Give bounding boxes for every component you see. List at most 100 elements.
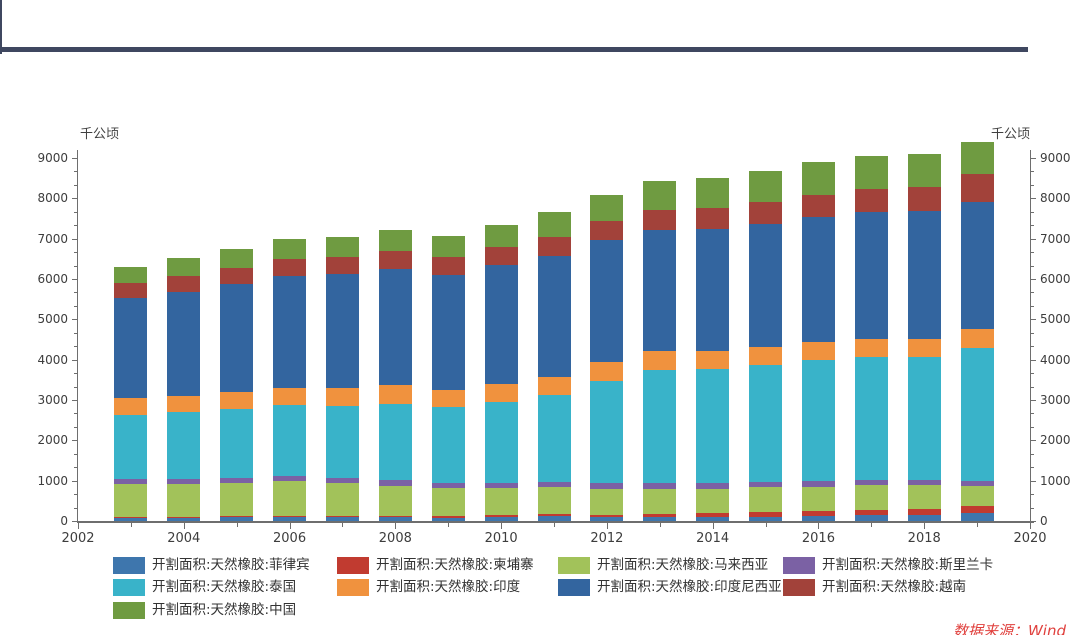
legend-swatch (113, 556, 145, 574)
bar-segment (114, 484, 148, 517)
bar-segment (431, 256, 465, 275)
x-tick (342, 523, 344, 527)
x-tick (554, 523, 555, 527)
y-tick-left (72, 238, 78, 240)
legend-label: 开割面积:天然橡胶:斯里兰卡 (822, 556, 994, 573)
bar-segment (431, 407, 465, 483)
bar-segment (590, 517, 624, 521)
bar-segment (484, 264, 518, 384)
bar-segment (749, 170, 783, 203)
bar-2016 (801, 161, 835, 521)
bar-segment (114, 414, 148, 480)
y-minor-tick-right (1030, 252, 1034, 254)
legend-label: 开割面积:天然橡胶:泰国 (152, 579, 297, 595)
bar-segment (801, 510, 835, 516)
bar-segment (484, 224, 518, 247)
bar-segment (960, 329, 994, 348)
x-axis-label: 2008 (378, 531, 412, 546)
bar-segment (907, 509, 941, 515)
bar-segment (801, 194, 835, 218)
y-tick-left (72, 440, 78, 442)
bar-2010 (484, 224, 518, 521)
bar-segment (907, 210, 941, 340)
bar-segment (749, 346, 783, 366)
y-minor-tick-right (1030, 386, 1034, 388)
y-axis-label-left: 5000 (37, 312, 68, 327)
bar-segment (960, 480, 994, 486)
bar-segment (431, 389, 465, 408)
bar-segment (643, 517, 677, 521)
y-axis-label-left: 0 (60, 514, 68, 528)
y-minor-tick-right (1030, 292, 1034, 294)
y-minor-tick-right (1030, 332, 1034, 334)
y-minor-tick-left (74, 225, 78, 227)
x-tick (1030, 523, 1031, 529)
y-minor-tick-right (1030, 413, 1034, 415)
x-axis-label: 2012 (590, 531, 624, 546)
bar-segment (484, 487, 518, 516)
y-axis-label-right: 7000 (1040, 231, 1071, 246)
x-axis-baseline (77, 521, 1034, 523)
y-minor-tick-left (74, 265, 78, 267)
bar-2004 (167, 258, 201, 521)
y-tick-right (1030, 198, 1036, 200)
bar-segment (220, 249, 254, 269)
bar-segment (590, 488, 624, 515)
y-axis-label-right: 5000 (1040, 312, 1071, 327)
bar-segment (114, 516, 148, 521)
bar-segment (749, 202, 783, 224)
bar-segment (643, 513, 677, 518)
legend-swatch (558, 579, 590, 596)
bar-segment (431, 487, 465, 517)
bar-segment (643, 230, 677, 352)
bar-segment (114, 479, 148, 485)
bar-segment (167, 395, 201, 413)
y-minor-tick-left (74, 386, 78, 388)
bar-segment (854, 212, 888, 340)
legend-item: 开割面积:天然橡胶:柬埔寨 (337, 556, 534, 574)
bar-segment (378, 515, 412, 517)
y-axis-label-right: 3000 (1040, 393, 1071, 407)
bar-segment (643, 210, 677, 231)
y-axis-label-right: 2000 (1040, 433, 1071, 448)
bar-segment (167, 478, 201, 484)
bar-segment (378, 251, 412, 269)
bar-segment (378, 230, 412, 252)
bar-segment (484, 402, 518, 483)
bar-segment (590, 240, 624, 363)
bar-segment (273, 259, 307, 276)
y-tick-right (1030, 238, 1036, 240)
bar-segment (907, 356, 941, 480)
bar-segment (590, 194, 624, 221)
bar-2014 (696, 177, 730, 521)
bar-segment (801, 360, 835, 482)
bar-segment (696, 488, 730, 513)
header-divider-rule (0, 47, 1028, 52)
y-tick-right (1030, 440, 1036, 442)
bar-segment (907, 479, 941, 486)
bar-segment (325, 274, 359, 388)
bar-segment (220, 483, 254, 517)
bar-segment (854, 485, 888, 511)
x-axis-label: 2018 (907, 531, 941, 546)
y-minor-tick-left (74, 346, 78, 348)
bar-segment (220, 268, 254, 285)
bar-segment (167, 483, 201, 517)
bar-segment (220, 516, 254, 517)
y-minor-tick-right (1030, 494, 1034, 496)
bar-segment (484, 515, 518, 518)
bar-segment (273, 516, 307, 521)
bar-segment (220, 284, 254, 393)
bar-2011 (537, 212, 571, 521)
x-tick (448, 523, 450, 527)
bar-segment (537, 513, 571, 517)
y-tick-left (72, 359, 78, 361)
legend-swatch (113, 601, 145, 619)
bar-segment (273, 475, 307, 482)
bar-segment (749, 365, 783, 483)
y-minor-tick-left (74, 211, 78, 213)
bar-segment (801, 342, 835, 361)
y-axis-label-left: 4000 (37, 352, 68, 367)
legend-item: 开割面积:天然橡胶:中国 (113, 601, 296, 619)
bar-segment (220, 409, 254, 478)
